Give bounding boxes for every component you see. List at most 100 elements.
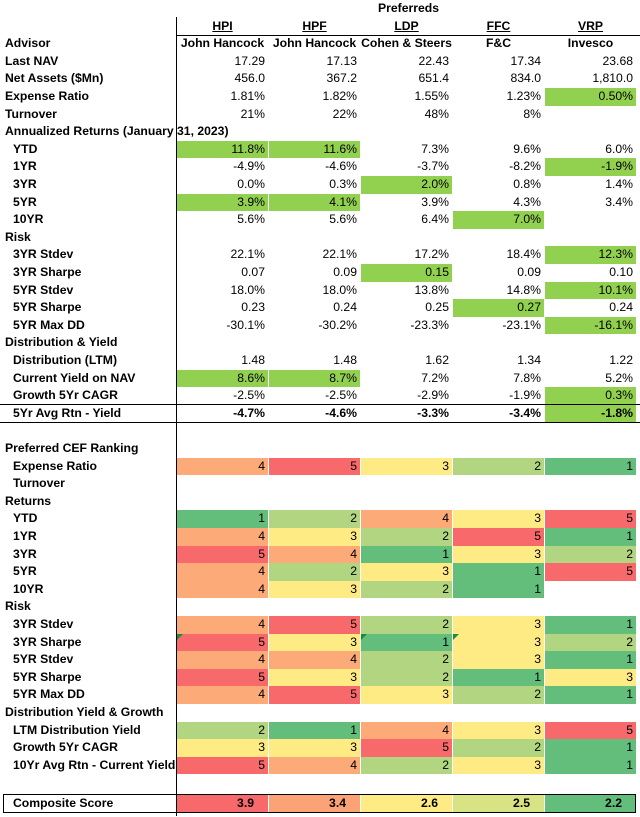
table-row: 3YR Stdev 4 5 2 3 1 [0, 616, 640, 634]
value-cell: 17.2% [361, 246, 452, 264]
value-cell: 1.48 [177, 352, 268, 370]
cell-value: 4 [258, 564, 265, 579]
rank-cell: 5 [545, 721, 636, 740]
cell-value: 48% [424, 106, 449, 121]
row-label: Growth 5Yr CAGR [13, 388, 118, 403]
value-cell: -4.9% [177, 158, 268, 176]
rank-cell: 2 [361, 756, 452, 775]
value-cell: 8.7% [269, 369, 360, 388]
value-cell: 8.6% [177, 369, 268, 388]
cell-value: 3.9 [237, 796, 254, 810]
cell-value: 2 [350, 511, 357, 526]
value-cell: 12.3% [545, 246, 636, 264]
cell-value: 5.2% [605, 370, 633, 385]
rank-cell: 2 [177, 721, 268, 740]
table-row: 5Yr Avg Rtn - Yield -4.7% -4.6% -3.3% -3.4% -… [0, 404, 640, 423]
cell-value: 3 [258, 740, 265, 755]
rank-cell: 1 [361, 545, 452, 564]
section-label: Annualized Returns (January 31, 2023) [5, 124, 229, 139]
rank-cell: 1 [545, 616, 636, 634]
rank-cell: 5 [269, 457, 360, 476]
cell-value: -8.2% [509, 159, 541, 174]
value-cell: 0.24 [269, 299, 360, 317]
cell-value: 1.81% [230, 89, 265, 103]
table-row: 1YR 4 3 2 5 1 [0, 528, 640, 546]
value-cell: 1.81% [177, 88, 268, 106]
cell-value: 12.3% [598, 247, 633, 262]
value-cell: 13.8% [361, 282, 452, 300]
value-cell [545, 211, 636, 229]
row-label: 3YR Stdev [13, 617, 74, 631]
table-row: YTD 11.8% 11.6% 7.3% 9.6% 6.0% [0, 140, 640, 159]
cell-value: 3 [442, 687, 449, 702]
table-row: 5YR Sharpe 5 3 2 1 3 [0, 668, 640, 687]
rank-cell: 2 [453, 739, 544, 757]
rank-cell: 2 [361, 616, 452, 634]
value-cell: 48% [361, 106, 452, 124]
rank-cell: 1 [453, 580, 544, 599]
value-cell: 23.68 [545, 53, 636, 71]
value-cell: 5.6% [269, 211, 360, 229]
value-cell: 7.8% [453, 370, 544, 388]
cell-value: 3 [442, 564, 449, 579]
ticker-header-cell: HPF [269, 18, 360, 36]
cell-value: 3 [534, 652, 541, 667]
cell-value: 2 [626, 546, 633, 561]
row-label: 1YR [13, 159, 37, 174]
rank-cell: 1 [269, 721, 360, 740]
table-row: LTM Distribution Yield 2 1 4 3 5 [0, 721, 640, 740]
cell-value: F&C [485, 36, 512, 51]
rank-cell: 4 [177, 616, 268, 634]
cell-value: -4.9% [233, 159, 265, 174]
cell-value: 4 [442, 511, 449, 526]
rank-cell: 3 [453, 721, 544, 740]
value-cell: 367.2 [269, 70, 360, 88]
rank-cell [361, 475, 452, 493]
rank-cell: 4 [269, 756, 360, 775]
cell-value: 2 [534, 687, 541, 702]
rank-cell [269, 475, 360, 493]
cell-value: 7.8% [513, 370, 541, 385]
value-cell: 7.2% [361, 370, 452, 388]
value-cell: 22.43 [361, 53, 452, 71]
section-label: Preferred CEF Ranking [5, 441, 139, 455]
value-cell: 7.3% [361, 141, 452, 159]
cell-value: 2 [442, 617, 449, 631]
row-label: LTM Distribution Yield [13, 722, 141, 737]
column-divider [176, 17, 177, 816]
table-row: Distribution Yield & Growth [0, 704, 640, 722]
ticker-label: HPF [302, 18, 327, 33]
rank-cell: 1 [545, 756, 636, 775]
rank-cell: 2 [269, 563, 360, 581]
cell-value: 5 [626, 564, 633, 579]
cell-value: -1.9% [509, 388, 541, 403]
cell-value: 2 [350, 564, 357, 579]
value-cell: -2.5% [177, 387, 268, 405]
rank-cell: 1 [545, 528, 636, 546]
table-row: Growth 5Yr CAGR -2.5% -2.5% -2.9% -1.9% 0.3% [0, 387, 640, 405]
rank-cell: 2 [361, 580, 452, 599]
cell-value: 6.0% [605, 141, 633, 156]
cell-value: 3 [442, 458, 449, 473]
cell-value: -2.5% [325, 388, 357, 403]
row-label: 3YR Sharpe [13, 634, 82, 649]
value-cell: -23.3% [361, 317, 452, 335]
value-cell: 2.0% [361, 176, 452, 194]
cell-value: 3.9% [421, 194, 449, 209]
value-cell: 1.4% [545, 176, 636, 194]
value-cell: 0.09 [269, 264, 360, 282]
value-cell: Invesco [545, 35, 636, 53]
score-cell: 2.6 [361, 795, 452, 812]
cell-value: -3.7% [417, 159, 449, 174]
cell-value: 10.1% [598, 282, 633, 297]
row-label: 10YR [13, 212, 44, 227]
cell-value: 22.1% [322, 247, 357, 262]
cell-value: 4 [258, 458, 265, 473]
value-cell: 3.9% [177, 193, 268, 212]
cell-value: 0.09 [333, 265, 357, 279]
cell-value: 1.55% [414, 89, 449, 103]
value-cell: 14.8% [453, 282, 544, 300]
value-cell: -3.3% [361, 405, 452, 423]
value-cell: 0.8% [453, 176, 544, 194]
value-cell: 0.23 [177, 299, 268, 317]
